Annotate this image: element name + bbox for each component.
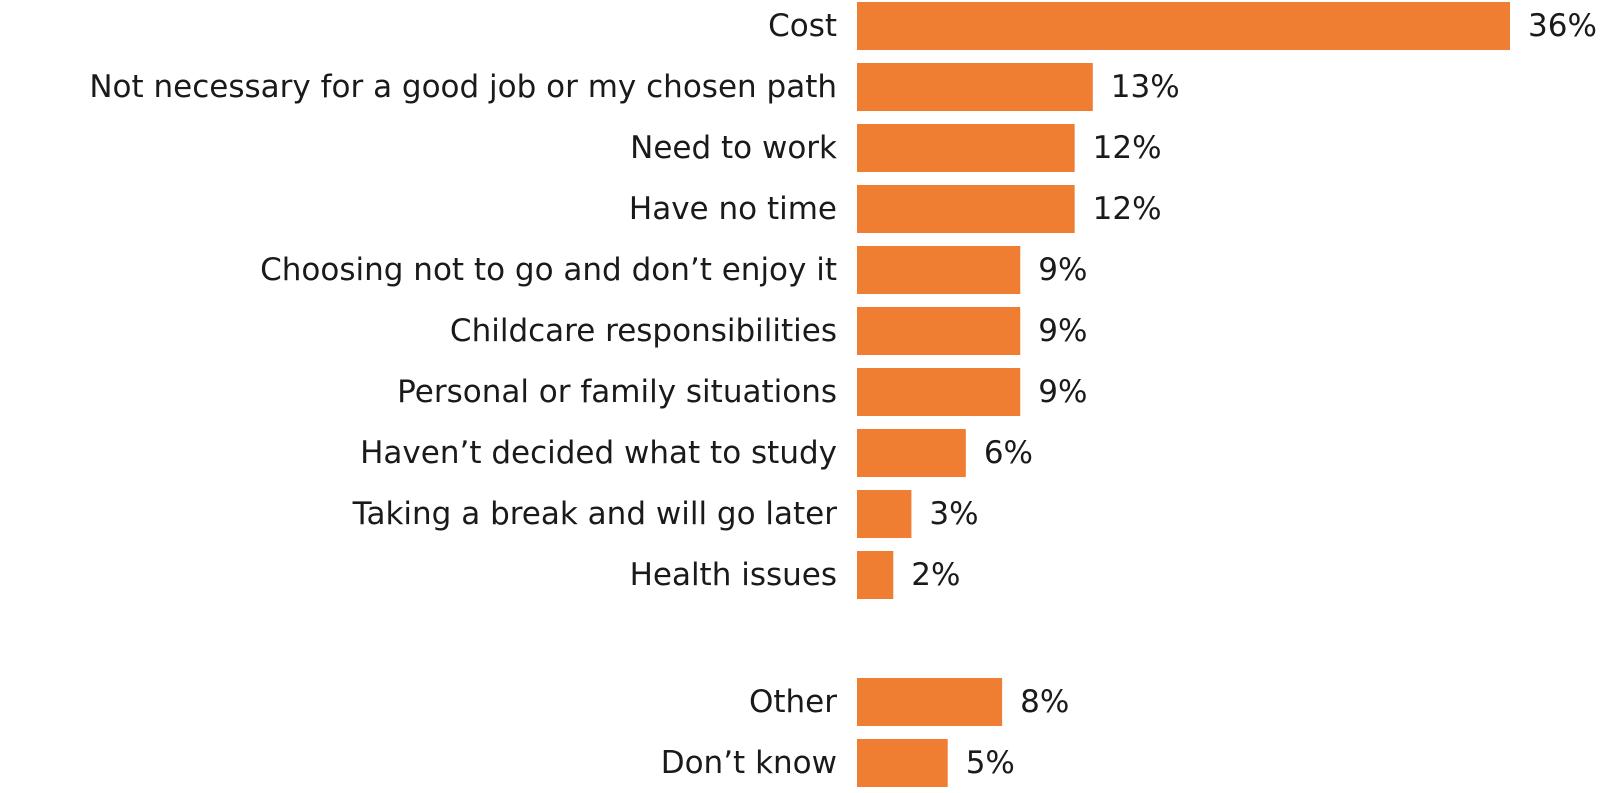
bar	[857, 185, 1075, 233]
category-label: Personal or family situations	[397, 374, 837, 410]
value-label: 9%	[1038, 374, 1087, 410]
value-label: 12%	[1093, 130, 1162, 166]
value-label: 5%	[966, 745, 1015, 781]
labels-layer: Cost 36% Not necessary for a good job or m…	[89, 8, 1597, 781]
value-label: 13%	[1111, 69, 1180, 105]
value-label: 2%	[911, 557, 960, 593]
category-label: Health issues	[630, 557, 837, 593]
category-label: Not necessary for a good job or my chose…	[89, 69, 837, 105]
value-label: 36%	[1528, 8, 1597, 44]
bar	[857, 429, 966, 477]
bar	[857, 246, 1021, 294]
value-label: 3%	[929, 496, 978, 532]
category-label: Cost	[768, 8, 837, 44]
bar	[857, 678, 1003, 726]
bar	[857, 124, 1075, 172]
value-label: 6%	[984, 435, 1033, 471]
value-label: 8%	[1020, 684, 1069, 720]
bar	[857, 307, 1021, 355]
bar	[857, 551, 894, 599]
bar	[857, 368, 1021, 416]
category-label: Other	[749, 684, 837, 720]
category-label: Choosing not to go and don’t enjoy it	[260, 252, 837, 288]
value-label: 12%	[1093, 191, 1162, 227]
value-label: 9%	[1038, 313, 1087, 349]
bar	[857, 739, 948, 787]
bar	[857, 2, 1510, 50]
category-label: Haven’t decided what to study	[360, 435, 837, 471]
category-label: Need to work	[630, 130, 837, 166]
bar	[857, 63, 1093, 111]
category-label: Taking a break and will go later	[352, 496, 838, 532]
category-label: Don’t know	[661, 745, 837, 781]
bars-layer	[857, 2, 1510, 787]
bar	[857, 490, 912, 538]
category-label: Have no time	[629, 191, 837, 227]
value-label: 9%	[1038, 252, 1087, 288]
category-label: Childcare responsibilities	[450, 313, 837, 349]
